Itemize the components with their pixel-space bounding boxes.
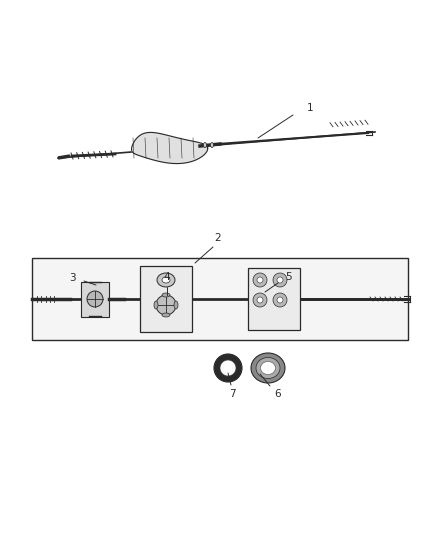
Bar: [81, 282, 109, 317]
Ellipse shape: [211, 142, 213, 148]
Bar: [140, 266, 192, 332]
Ellipse shape: [214, 354, 242, 382]
Circle shape: [87, 291, 103, 307]
Circle shape: [257, 277, 263, 283]
Ellipse shape: [154, 301, 158, 309]
Polygon shape: [131, 132, 208, 164]
Text: 5: 5: [285, 272, 291, 282]
Ellipse shape: [256, 358, 280, 378]
Circle shape: [277, 277, 283, 283]
Ellipse shape: [162, 277, 170, 283]
Ellipse shape: [157, 273, 175, 287]
Circle shape: [156, 295, 176, 315]
Circle shape: [253, 293, 267, 307]
Text: 4: 4: [164, 272, 170, 282]
Text: 2: 2: [215, 233, 221, 243]
Circle shape: [277, 297, 283, 303]
Text: 6: 6: [275, 389, 281, 399]
Text: 1: 1: [307, 103, 313, 113]
Circle shape: [273, 293, 287, 307]
Ellipse shape: [220, 360, 236, 376]
Ellipse shape: [174, 301, 178, 309]
Circle shape: [273, 273, 287, 287]
Text: 3: 3: [69, 273, 75, 283]
Ellipse shape: [162, 313, 170, 317]
Circle shape: [257, 297, 263, 303]
Text: 7: 7: [229, 389, 235, 399]
Ellipse shape: [251, 353, 285, 383]
Bar: [32, 258, 408, 340]
Ellipse shape: [162, 293, 170, 297]
Ellipse shape: [261, 361, 276, 375]
Bar: [248, 268, 300, 330]
Circle shape: [253, 273, 267, 287]
Ellipse shape: [204, 142, 206, 148]
